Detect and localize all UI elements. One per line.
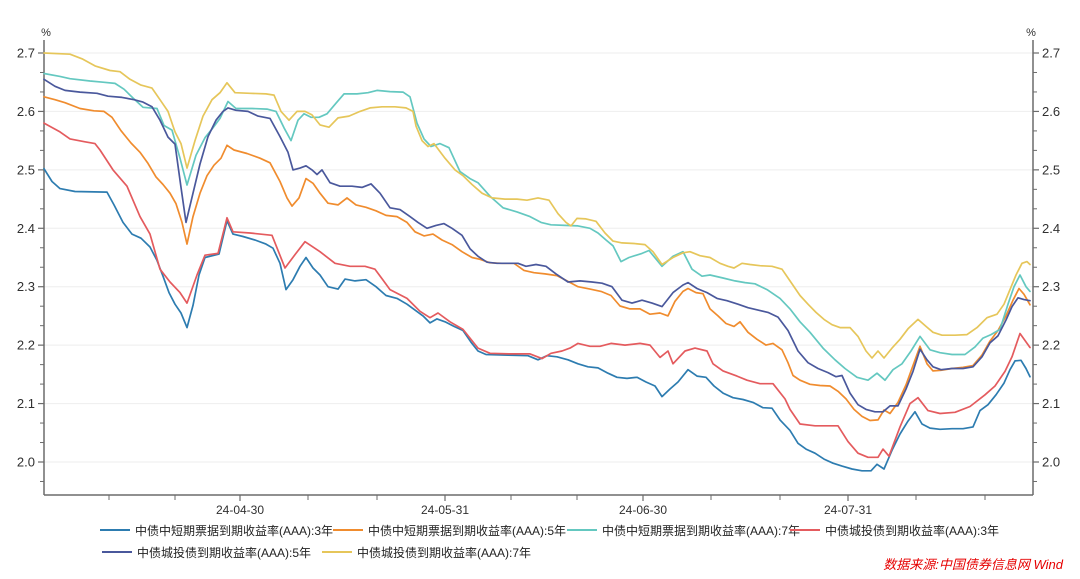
legend-line-swatch	[322, 551, 352, 553]
legend-line-swatch	[100, 529, 130, 531]
series-line-2	[43, 95, 1031, 422]
legend-line-swatch	[333, 529, 363, 531]
legend-label: 中债城投债到期收益率(AAA):3年	[825, 523, 1000, 538]
y-tick-label-right: 2.6	[1042, 104, 1060, 119]
y-tick-label-right: 2.0	[1042, 455, 1060, 470]
legend-label: 中债城投债到期收益率(AAA):5年	[137, 545, 312, 560]
y-tick-label-left: 2.2	[17, 338, 35, 353]
series-line-5	[43, 78, 1031, 413]
legend-line-swatch	[790, 529, 820, 531]
y-tick-label-left: 2.0	[17, 455, 35, 470]
y-tick-label-left: 2.7	[17, 46, 35, 61]
legend-label: 中债中短期票据到期收益率(AAA):3年	[135, 523, 334, 538]
legend-line-swatch	[567, 529, 597, 531]
series-line-6	[43, 52, 1031, 359]
legend-label: 中债中短期票据到期收益率(AAA):5年	[368, 523, 567, 538]
legend-label: 中债城投债到期收益率(AAA):7年	[357, 545, 532, 560]
legend-item-6: 中债城投债到期收益率(AAA):7年	[322, 543, 531, 561]
legend-item-2: 中债中短期票据到期收益率(AAA):5年	[333, 521, 566, 539]
y-tick-label-right: 2.3	[1042, 279, 1060, 294]
legend-item-1: 中债中短期票据到期收益率(AAA):3年	[100, 521, 333, 539]
y-tick-label-right: 2.7	[1042, 46, 1060, 61]
series-line-1	[43, 167, 1031, 472]
legend-item-5: 中债城投债到期收益率(AAA):5年	[102, 543, 311, 561]
y-unit-label-right: %	[1026, 27, 1036, 39]
y-tick-label-right: 2.5	[1042, 162, 1060, 177]
legend-label: 中债中短期票据到期收益率(AAA):7年	[602, 523, 801, 538]
y-tick-label-right: 2.1	[1042, 396, 1060, 411]
legend-item-3: 中债中短期票据到期收益率(AAA):7年	[567, 521, 800, 539]
legend-item-4: 中债城投债到期收益率(AAA):3年	[790, 521, 999, 539]
data-source-note: 数据来源:中国债券信息网 Wind	[883, 557, 1063, 572]
y-tick-label-right: 2.4	[1042, 221, 1060, 236]
series-line-4	[43, 122, 1031, 459]
legend-line-swatch	[102, 551, 132, 553]
series-line-3	[43, 72, 1031, 382]
x-tick-label: 24-05-31	[421, 503, 469, 517]
y-tick-label-left: 2.1	[17, 396, 35, 411]
y-tick-label-left: 2.4	[17, 221, 35, 236]
y-tick-label-left: 2.6	[17, 104, 35, 119]
x-tick-label: 24-07-31	[824, 503, 872, 517]
x-tick-label: 24-06-30	[619, 503, 667, 517]
y-tick-label-right: 2.2	[1042, 338, 1060, 353]
y-tick-label-left: 2.3	[17, 279, 35, 294]
y-tick-label-left: 2.5	[17, 162, 35, 177]
x-tick-label: 24-04-30	[216, 503, 264, 517]
y-unit-label-left: %	[41, 27, 51, 39]
